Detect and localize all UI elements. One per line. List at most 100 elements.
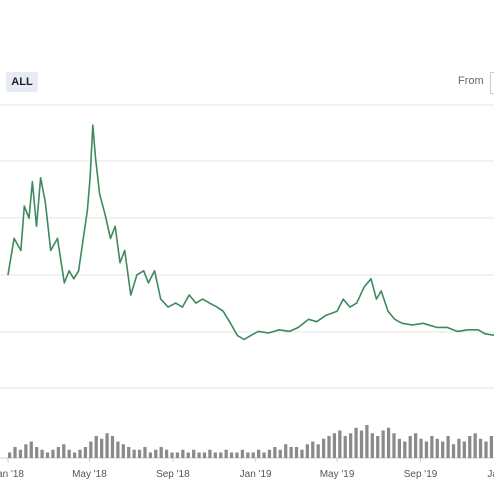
price-point xyxy=(56,237,59,239)
x-tick-label: Sep '18 xyxy=(156,469,190,480)
volume-bar xyxy=(267,449,272,458)
volume-bar xyxy=(349,433,353,458)
volume-bar xyxy=(175,452,180,458)
x-tick-label: Jan '20 xyxy=(487,469,494,480)
price-point xyxy=(250,334,252,336)
volume-bar xyxy=(18,449,23,458)
volume-bar xyxy=(224,449,228,458)
price-point xyxy=(78,270,80,272)
volume-bar xyxy=(62,444,66,458)
x-tick-label: May '18 xyxy=(72,469,107,480)
volume-bar xyxy=(51,449,55,458)
price-point xyxy=(325,314,327,316)
price-point xyxy=(380,290,382,292)
volume-bar xyxy=(408,436,412,458)
volume-bar xyxy=(240,449,245,458)
volume-bar xyxy=(419,438,423,458)
range-all-button[interactable]: ALL xyxy=(6,72,38,92)
price-point xyxy=(216,306,218,308)
volume-bar xyxy=(424,441,429,458)
volume-bar xyxy=(105,433,109,458)
price-point xyxy=(31,181,33,183)
volume-bar xyxy=(484,441,488,458)
volume-bar xyxy=(365,425,369,458)
volume-bar xyxy=(462,441,466,458)
price-point xyxy=(124,249,126,252)
volume-bar xyxy=(100,438,104,458)
price-point xyxy=(114,225,116,227)
price-point xyxy=(7,274,9,276)
from-label: From xyxy=(458,75,484,87)
volume-bar xyxy=(67,449,71,458)
price-point xyxy=(99,193,101,195)
volume-bar xyxy=(451,444,456,458)
volume-bar xyxy=(376,436,380,458)
volume-bar xyxy=(468,436,472,458)
volume-bar xyxy=(392,433,396,458)
price-point xyxy=(394,318,396,320)
from-date-input[interactable] xyxy=(490,72,494,94)
price-point xyxy=(92,124,94,126)
price-point xyxy=(44,201,46,203)
volume-bar xyxy=(127,447,131,458)
volume-bar xyxy=(321,438,326,458)
volume-bar xyxy=(116,441,120,458)
price-point xyxy=(436,326,438,328)
price-point xyxy=(40,177,42,179)
volume-bar xyxy=(403,441,407,458)
volume-bar xyxy=(229,452,234,458)
volume-bar xyxy=(441,441,445,458)
price-point xyxy=(202,298,204,300)
price-point xyxy=(50,249,52,252)
volume-bar xyxy=(446,436,450,458)
price-point xyxy=(236,334,238,336)
price-point xyxy=(363,286,365,288)
price-point xyxy=(297,326,299,328)
volume-bar xyxy=(181,449,185,458)
price-point xyxy=(130,294,132,296)
volume-bar xyxy=(457,438,461,458)
volume-bar xyxy=(83,447,88,458)
volume-bar xyxy=(381,430,385,458)
price-point xyxy=(82,237,84,239)
volume-bar xyxy=(294,447,299,458)
volume-bar xyxy=(29,441,33,458)
price-point xyxy=(267,332,270,334)
x-tick-label: Jan '18 xyxy=(0,469,24,480)
volume-bar xyxy=(40,449,44,458)
volume-bar xyxy=(137,449,142,458)
price-line xyxy=(7,124,494,341)
price-point xyxy=(336,310,338,312)
volume-bar xyxy=(338,430,342,458)
price-point xyxy=(13,237,15,239)
price-point xyxy=(467,329,469,331)
price-point xyxy=(456,330,458,332)
price-point xyxy=(349,306,351,308)
volume-bar xyxy=(327,436,331,458)
price-point xyxy=(35,225,38,227)
volume-bar xyxy=(56,447,60,458)
price-point xyxy=(278,329,280,331)
price-point xyxy=(411,324,413,326)
price-point xyxy=(289,330,291,332)
volume-bar xyxy=(273,447,277,458)
volume-bar xyxy=(257,449,261,458)
price-point xyxy=(308,318,310,320)
price-point xyxy=(68,270,70,272)
volume-bar xyxy=(343,436,347,458)
volume-bar xyxy=(8,452,12,458)
volume-bar xyxy=(159,447,163,458)
price-point xyxy=(257,330,259,332)
volume-bar xyxy=(110,436,115,458)
price-point xyxy=(63,282,65,284)
x-tick-label: Jan '19 xyxy=(240,469,272,480)
volume-bar xyxy=(278,449,282,458)
volume-bar xyxy=(300,449,304,458)
price-point xyxy=(477,329,479,331)
volume-bar xyxy=(386,427,391,458)
volume-bar xyxy=(213,452,217,458)
volume-bar xyxy=(219,452,223,458)
volume-bar xyxy=(316,444,320,458)
x-tick-label: Sep '19 xyxy=(404,469,438,480)
